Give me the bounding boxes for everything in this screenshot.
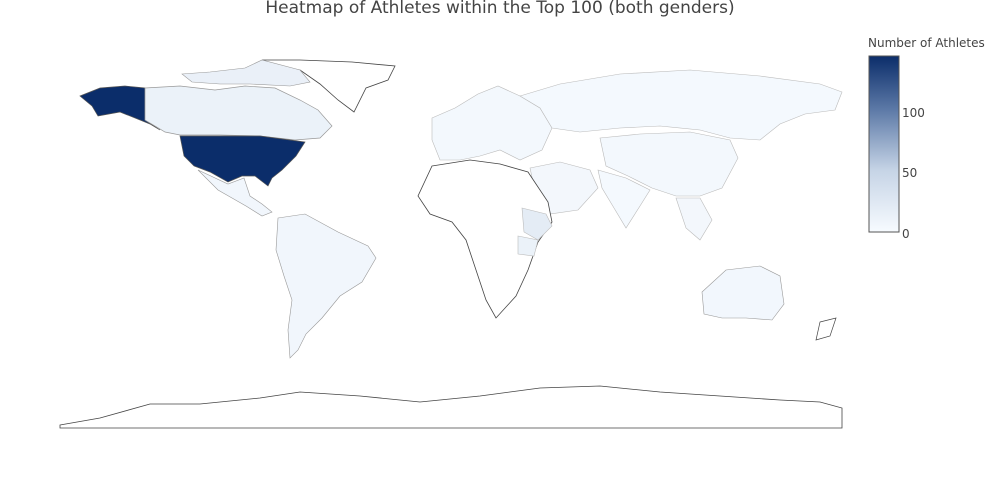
colorbar-tick-0: 0 bbox=[902, 227, 910, 241]
region-india[interactable] bbox=[597, 169, 651, 229]
region-southeast-asia[interactable] bbox=[675, 197, 713, 241]
region-arctic-islands[interactable] bbox=[181, 59, 311, 87]
chart-title: Heatmap of Athletes within the Top 100 (… bbox=[265, 0, 735, 18]
region-australia[interactable] bbox=[701, 265, 785, 321]
region-mexico[interactable] bbox=[197, 169, 273, 217]
colorbar-scale bbox=[868, 55, 900, 233]
region-united-states[interactable] bbox=[179, 135, 306, 187]
region-new-zealand[interactable] bbox=[815, 317, 837, 341]
region-europe[interactable] bbox=[431, 85, 553, 161]
region-kenya[interactable] bbox=[517, 235, 539, 257]
region-south-america[interactable] bbox=[275, 213, 377, 359]
region-ethiopia[interactable] bbox=[521, 207, 553, 241]
region-antarctica[interactable] bbox=[59, 385, 843, 429]
region-alaska[interactable] bbox=[79, 85, 161, 131]
region-russia[interactable] bbox=[519, 69, 843, 141]
region-china[interactable] bbox=[599, 131, 739, 197]
region-africa[interactable] bbox=[417, 159, 553, 319]
colorbar-tick-50: 50 bbox=[902, 166, 918, 180]
colorbar-title: Number of Athletes bbox=[868, 36, 985, 50]
colorbar-tick-100: 100 bbox=[902, 106, 925, 120]
region-canada[interactable] bbox=[144, 85, 333, 141]
